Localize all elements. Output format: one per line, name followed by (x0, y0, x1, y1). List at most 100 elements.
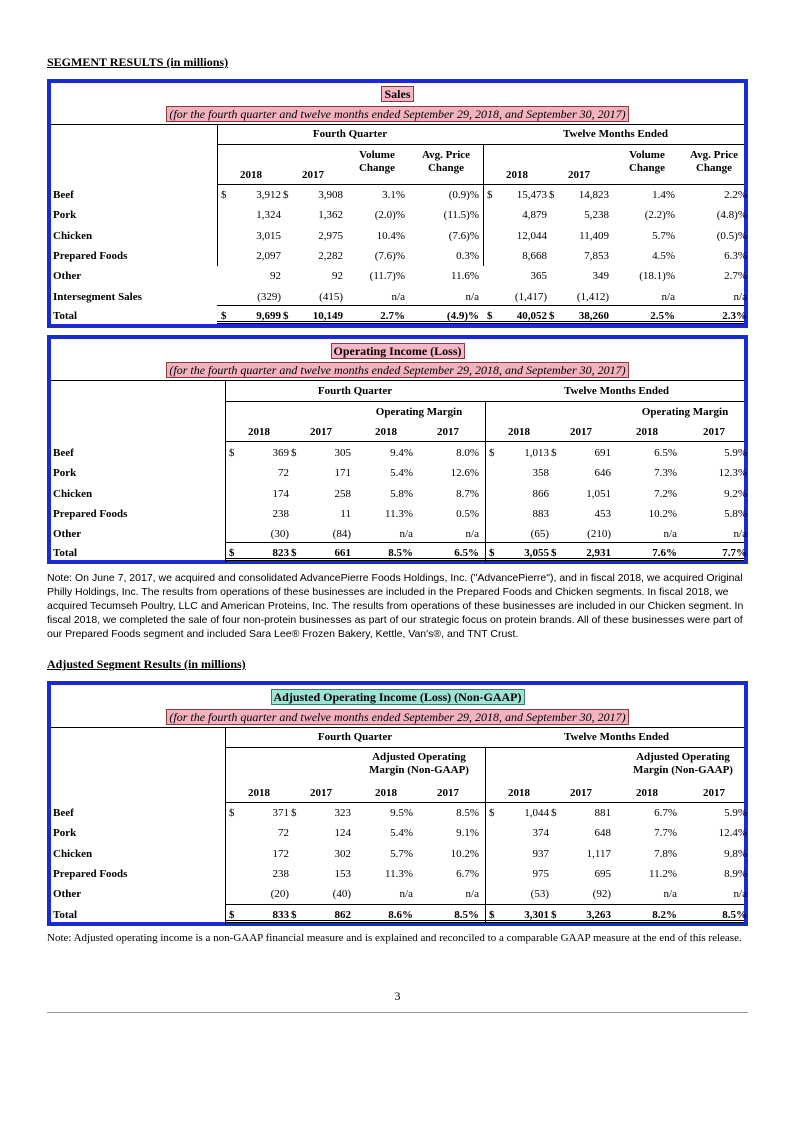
adjusted_table-cell: $ (229, 807, 235, 819)
adjusted_table-cell: $ (551, 807, 557, 819)
sales-q-price-header: Avg. Price Change (421, 149, 471, 174)
operating_table-cell: 7.2% (654, 487, 677, 500)
page-number: 3 (394, 989, 401, 1003)
sales-cell: 3.1% (382, 189, 405, 201)
adjusted_table-cell: 371 (272, 807, 290, 819)
sales-cell: 5.7% (652, 229, 675, 242)
sales-cell: (0.5)% (716, 229, 747, 242)
sales-cell: 2,975 (318, 229, 343, 242)
adjusted_table-cell: 862 (334, 909, 352, 921)
operating_table-cell: $ (229, 547, 235, 559)
operating-y-margin-2018-header: 2018 (636, 426, 658, 438)
footer-divider (47, 1012, 748, 1013)
operating_table-cell: 358 (532, 467, 550, 480)
sales-cell: 15,473 (516, 189, 547, 201)
adjusted_table-cell: 3,263 (586, 909, 611, 921)
adjusted_table-cell: $ (291, 909, 297, 921)
operating_table-cell: 8.7% (456, 487, 479, 500)
adjusted_table-cell: 5.4% (390, 827, 413, 840)
operating-y-margin-header: Operating Margin (641, 406, 729, 418)
adjusted_table-cell: (92) (592, 888, 611, 901)
operating_table-cell: (210) (587, 528, 611, 541)
adjusted_table-cell: 8.5% (456, 807, 479, 819)
operating_table-cell: 305 (334, 447, 352, 459)
adjusted_table-cell: 153 (334, 867, 352, 880)
sales-cell: (2.2)% (644, 209, 675, 222)
operating_table-cell: 9.2% (724, 487, 747, 500)
row-label-chicken: Chicken (53, 229, 93, 242)
operating_table-row-label-prepared-foods: Prepared Foods (53, 507, 128, 520)
sales-cell: $ (549, 189, 555, 201)
sales-cell: $ (221, 189, 227, 201)
sales-cell: n/a (733, 290, 747, 303)
sales-cell: 0.3% (456, 249, 479, 262)
operating_table-cell: 1,013 (524, 447, 549, 459)
sales-cell: n/a (391, 290, 405, 303)
sales-cell: 1,362 (318, 209, 343, 222)
sales-cell: (11.5)% (443, 209, 479, 222)
sales-cell: 6.3% (724, 249, 747, 262)
sales-cell: 38,260 (578, 310, 609, 322)
adjusted_table-cell: 3,301 (524, 909, 549, 921)
operating-y-2018-header: 2018 (508, 426, 530, 438)
operating_table-cell: 5.9% (724, 447, 747, 459)
operating_table-cell: n/a (399, 528, 413, 541)
sales-cell: $ (283, 310, 289, 322)
adjusted-segment-results-title: Adjusted Segment Results (in millions) (47, 657, 246, 671)
sales-table: Sales (for the fourth quarter and twelve… (47, 79, 748, 328)
acquisition-note: Note: On June 7, 2017, we acquired and c… (47, 572, 744, 640)
operating_table-cell: 2,931 (586, 547, 611, 559)
sales-cell: 5,238 (584, 209, 609, 222)
sales-cell: 1.4% (652, 189, 675, 201)
operating_table-cell: 5.8% (724, 507, 747, 520)
sales-cell: $ (549, 310, 555, 322)
adjusted_table-cell: 695 (594, 867, 612, 880)
sales-cell: 2.7% (724, 270, 747, 283)
sales-cell: 92 (332, 270, 343, 283)
sales-cell: n/a (661, 290, 675, 303)
adjusted_table-cell: 5.7% (390, 847, 413, 860)
adjusted-y-margin-2018-header: 2018 (636, 787, 658, 799)
operating_table-cell: 6.5% (654, 447, 677, 459)
adjusted_table-row-label-beef: Beef (53, 807, 74, 819)
adjusted_table-cell: 323 (334, 807, 352, 819)
sales-cell: (0.9)% (448, 189, 479, 201)
adjusted_table-cell: 238 (272, 867, 290, 880)
sales-cell: (4.8)% (716, 209, 747, 222)
adjusted_table-cell: 10.2% (450, 847, 479, 860)
adjusted-y-2018-header: 2018 (508, 787, 530, 799)
operating_table-cell: 12.6% (450, 467, 479, 480)
sales-y-volume-header: Volume Change (628, 149, 666, 174)
sales-cell: (7.6)% (374, 249, 405, 262)
operating_table-cell: 258 (334, 487, 352, 500)
adjusted_table-cell: 12.4% (718, 827, 747, 840)
sales-cell: 12,044 (516, 229, 547, 242)
adjusted_table-cell: 1,044 (524, 807, 549, 819)
sales-table-subtitle: (for the fourth quarter and twelve month… (51, 106, 744, 122)
sales-cell: $ (487, 310, 493, 322)
adjusted-y-margin-2017-header: 2017 (703, 787, 725, 799)
sales-y-2017-header: 2017 (568, 169, 590, 181)
segment-results-title: SEGMENT RESULTS (in millions) (47, 55, 229, 69)
operating_table-cell: 72 (278, 467, 289, 480)
adjusted_table-cell: 302 (334, 847, 352, 860)
operating_table-cell: 691 (594, 447, 612, 459)
sales-group-twelve-months: Twelve Months Ended (563, 128, 668, 140)
operating_table-cell: 883 (532, 507, 550, 520)
operating_table-cell: 661 (334, 547, 352, 559)
sales-cell: 8,668 (522, 249, 547, 262)
adjusted_table-cell: 8.2% (652, 909, 677, 921)
operating-income-table: Operating Income (Loss) (for the fourth … (47, 335, 748, 564)
adjusted_table-cell: $ (291, 807, 297, 819)
sales-cell: 3,908 (318, 189, 343, 201)
operating-q-margin-header: Operating Margin (375, 406, 463, 418)
adjusted_table-cell: 172 (272, 847, 290, 860)
adjusted_table-cell: $ (551, 909, 557, 921)
adjusted_table-cell: 7.8% (654, 847, 677, 860)
sales-y-2018-header: 2018 (506, 169, 528, 181)
sales-cell: 14,823 (578, 189, 609, 201)
adjusted_table-cell: 124 (334, 827, 352, 840)
sales-cell: 92 (270, 270, 281, 283)
operating_table-cell: 9.4% (390, 447, 413, 459)
adjusted-y-margin-header: Adjusted Operating Margin (Non-GAAP) (633, 751, 733, 776)
